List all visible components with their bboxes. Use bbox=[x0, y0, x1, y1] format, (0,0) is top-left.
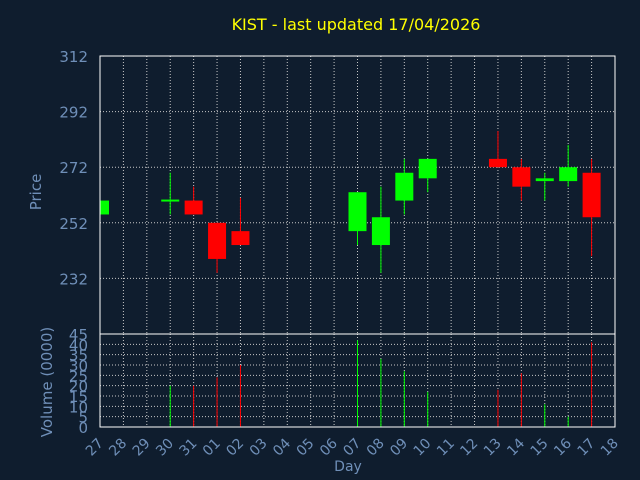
price-y-ticks: 232 252 272 292 312 bbox=[59, 48, 88, 288]
candle-body bbox=[231, 231, 250, 246]
candle-body bbox=[161, 199, 180, 202]
price-tick-label: 252 bbox=[59, 215, 88, 233]
x-axis-label: Day bbox=[334, 459, 362, 475]
volume-tick-label: 40 bbox=[69, 336, 88, 354]
volume-tick-label: 10 bbox=[69, 398, 88, 416]
candle-body bbox=[582, 172, 601, 218]
volume-axis-label: Volume (0000) bbox=[38, 327, 56, 437]
volume-tick-label: 15 bbox=[69, 388, 88, 406]
candle-body bbox=[395, 172, 414, 201]
chart-title: KIST - last updated 17/04/2026 bbox=[232, 15, 481, 34]
candle-body bbox=[100, 200, 109, 215]
volume-tick-label: 5 bbox=[78, 409, 88, 427]
day-x-ticks: 27 28 29 30 31 01 02 03 04 05 06 07 08 09 10 11 12 13 14 15… bbox=[83, 435, 622, 459]
candle-body bbox=[348, 192, 367, 232]
volume-gridlines bbox=[100, 334, 615, 427]
price-tick-label: 272 bbox=[59, 159, 88, 177]
volume-tick-label: 20 bbox=[69, 378, 88, 396]
candle-body bbox=[418, 158, 437, 179]
candle-body bbox=[535, 178, 554, 182]
candle-body bbox=[371, 217, 390, 246]
volume-tick-label: 35 bbox=[69, 347, 88, 365]
volume-tick-label: 25 bbox=[69, 367, 88, 385]
price-tick-label: 232 bbox=[59, 270, 88, 288]
volume-panel-frame bbox=[99, 333, 616, 428]
volume-tick-label: 0 bbox=[78, 419, 88, 437]
candle-body bbox=[184, 200, 203, 215]
candle-body bbox=[559, 167, 578, 182]
candle-body bbox=[512, 167, 531, 187]
price-candles bbox=[99, 131, 601, 273]
volume-tick-label: 45 bbox=[69, 326, 88, 344]
price-tick-label: 292 bbox=[59, 104, 88, 122]
candle-body bbox=[488, 158, 507, 168]
price-axis-label: Price bbox=[27, 174, 45, 211]
price-tick-label: 312 bbox=[59, 48, 88, 66]
volume-tick-label: 30 bbox=[69, 357, 88, 375]
volume-bars bbox=[169, 340, 593, 427]
candle-body bbox=[208, 222, 227, 259]
